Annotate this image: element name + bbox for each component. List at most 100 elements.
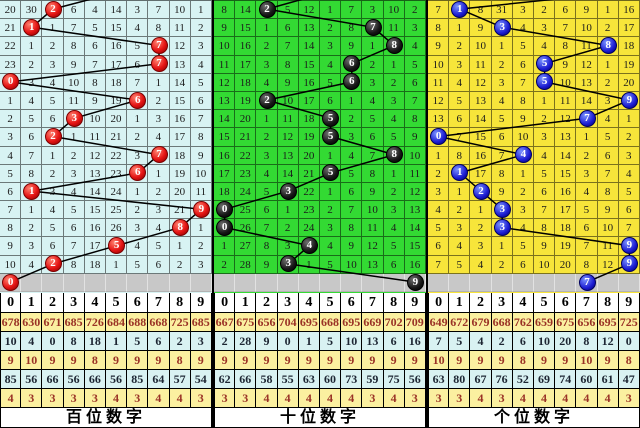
stat-cell: 5: [449, 332, 471, 351]
stat-cell: 9: [383, 351, 405, 370]
grid-cell: 18: [618, 37, 640, 56]
grid-cell: 1: [533, 91, 556, 111]
grid-cell: 5: [341, 164, 363, 183]
panel-tens: 8 14 5 12 1 7 3 10 2 9 15 1 6 13 2 8 11 3 10 16 2 7 14 3 9 1 4 11 17…: [214, 0, 426, 428]
grid-cell: 1: [491, 237, 513, 256]
stat-cell: 630: [21, 313, 43, 332]
grid-cell: 8: [214, 1, 236, 20]
grid-cell: 15: [235, 19, 257, 38]
stat-cell: 9: [597, 351, 619, 370]
grid-cell: 3: [512, 1, 534, 20]
black-ball: 3: [279, 182, 297, 200]
stat-cell: 63: [428, 370, 450, 389]
digit-header-cell: 8: [383, 292, 405, 313]
grid-cell: 2: [256, 37, 278, 56]
stat-cell: 695: [298, 313, 320, 332]
stat-cell: 7: [428, 332, 450, 351]
grid-cell: 16: [555, 182, 577, 202]
grid-cell: 18: [298, 110, 320, 129]
grid-cell: 11: [84, 128, 106, 147]
grid-cell: 1: [127, 182, 149, 202]
grid-cell: 12: [428, 91, 450, 111]
grid-cell: 14: [277, 164, 299, 183]
stat-cell: 9: [190, 351, 212, 370]
stat-cell: 67: [470, 370, 492, 389]
grid-cell: 12: [555, 110, 577, 129]
black-ball: 0: [216, 219, 234, 236]
digit-header-cell: 9: [190, 292, 212, 313]
grid-cell: 2: [533, 1, 556, 20]
grid-cell: 7: [63, 237, 85, 256]
grid-cell: 30: [21, 1, 43, 20]
stat-cell: 9: [491, 351, 513, 370]
grid-cell: 6: [576, 219, 598, 238]
grid-cell: 5: [449, 255, 471, 274]
grid-cell: 14: [84, 182, 106, 202]
grid-cell: 8: [404, 110, 426, 129]
stat-cell: 3: [491, 389, 513, 408]
black-ball: 0: [216, 200, 234, 218]
grid-cell: 16: [169, 110, 191, 129]
stat-cell: 695: [341, 313, 363, 332]
grid-cell: 2: [491, 55, 513, 74]
grid-cell: 15: [470, 128, 492, 147]
grid-cell: 20: [298, 146, 320, 165]
grid-cell: 4: [42, 73, 64, 92]
stat-cell: 58: [256, 370, 278, 389]
digit-header-cell: 0: [0, 292, 22, 313]
grid-cell: 11: [169, 19, 191, 38]
grid-cell: 18: [214, 182, 236, 202]
grid-cell: 2: [491, 255, 513, 274]
grid-cell: 6: [533, 182, 556, 202]
stat-cell: 4: [298, 389, 320, 408]
blue-ball: 3: [493, 219, 511, 236]
stat-cell: 4: [0, 389, 22, 408]
grid-cell: 8: [341, 219, 363, 238]
grid-cell: 2: [404, 1, 426, 20]
grid-cell: 15: [555, 164, 577, 183]
grid-cell: 4: [383, 110, 405, 129]
stat-cell: 9: [404, 351, 426, 370]
digit-header-cell: 4: [84, 292, 106, 313]
stat-cell: 60: [319, 370, 342, 389]
blue-ball: 9: [620, 91, 638, 109]
pending-cell: [190, 273, 212, 292]
grid-cell: 2: [148, 91, 170, 111]
stat-cell: 56: [105, 370, 128, 389]
grid-cell: 16: [298, 73, 320, 92]
pending-cell: [383, 273, 405, 292]
stat-cell: 0: [618, 332, 640, 351]
grid-cell: 1: [42, 146, 64, 165]
stat-cell: 9: [105, 351, 128, 370]
stat-cell: 4: [169, 389, 191, 408]
stat-cell: 4: [341, 389, 363, 408]
grid-cell: 18: [235, 73, 257, 92]
stat-cell: 69: [533, 370, 556, 389]
blue-ball: 9: [620, 237, 638, 255]
stat-cell: 13: [362, 332, 384, 351]
grid-cell: 3: [383, 201, 405, 220]
stat-cell: 12: [597, 332, 619, 351]
grid-cell: 15: [84, 201, 106, 220]
stat-cell: 9: [127, 351, 149, 370]
stat-cell: 10: [533, 332, 556, 351]
blue-ball: 4: [514, 146, 532, 164]
grid-cell: 10: [277, 91, 299, 111]
grid-cell: 10: [341, 255, 363, 274]
stat-cell: 0: [277, 332, 299, 351]
grid-cell: 8: [512, 91, 534, 111]
grid-cell: 24: [235, 182, 257, 202]
grid-cell: 3: [127, 146, 149, 165]
grid-cell: 8: [0, 219, 22, 238]
grid-cell: 4: [256, 73, 278, 92]
grid-cell: 1: [190, 1, 212, 20]
stat-cell: 66: [42, 370, 64, 389]
stat-cell: 668: [148, 313, 170, 332]
grid-cell: 4: [341, 146, 363, 165]
grid-cell: 3: [428, 182, 450, 202]
grid-cell: 5: [383, 128, 405, 147]
grid-cell: 2: [512, 182, 534, 202]
grid-cell: 1: [63, 128, 85, 147]
grid-cell: 7: [63, 19, 85, 38]
grid-cell: 20: [555, 255, 577, 274]
